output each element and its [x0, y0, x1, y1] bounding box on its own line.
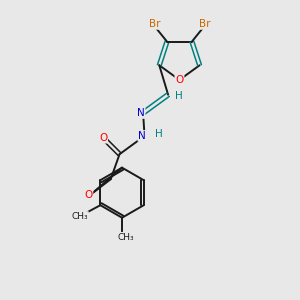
Text: H: H — [175, 91, 182, 101]
Text: H: H — [155, 130, 163, 140]
Text: O: O — [99, 133, 107, 143]
Text: CH₃: CH₃ — [71, 212, 88, 221]
Text: Br: Br — [149, 19, 161, 29]
Text: O: O — [175, 75, 184, 85]
Text: N: N — [138, 131, 146, 141]
Text: N: N — [137, 108, 145, 118]
Text: CH₃: CH₃ — [117, 233, 134, 242]
Text: Br: Br — [199, 19, 210, 29]
Text: O: O — [84, 190, 92, 200]
